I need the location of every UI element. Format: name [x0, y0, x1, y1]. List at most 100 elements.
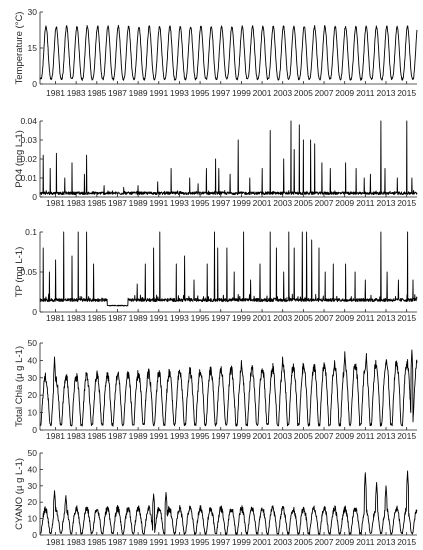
x-tick-label: 2007	[315, 88, 334, 98]
x-tick-label: 1985	[87, 313, 106, 323]
x-tick-label: 2009	[335, 198, 354, 208]
x-tick-label: 1997	[211, 537, 230, 547]
x-tick-label: 1981	[46, 431, 65, 441]
x-tick-label: 2005	[294, 198, 313, 208]
x-tick-label: 2013	[377, 313, 396, 323]
y-tick-label: 10	[28, 514, 38, 524]
y-tick-label: 30	[28, 7, 38, 17]
x-tick-label: 1983	[67, 313, 86, 323]
series-line	[39, 231, 418, 307]
x-tick-label: 2015	[397, 88, 416, 98]
x-tick-label: 1991	[149, 198, 168, 208]
x-tick-label: 2003	[273, 198, 292, 208]
y-tick-label: 30	[28, 373, 38, 383]
x-tick-label: 2009	[335, 313, 354, 323]
y-tick-label: 0.1	[25, 227, 37, 237]
x-tick-label: 1983	[67, 198, 86, 208]
x-tick-label: 1981	[46, 537, 65, 547]
y-tick-label: 40	[28, 464, 38, 474]
x-tick-label: 2009	[335, 537, 354, 547]
x-tick-label: 1991	[149, 88, 168, 98]
series-line	[39, 470, 418, 535]
x-tick-label: 1995	[191, 431, 210, 441]
y-tick-label: 20	[28, 497, 38, 507]
x-tick-label: 1995	[191, 198, 210, 208]
x-tick-label: 1983	[67, 537, 86, 547]
y-tick-label: 20	[28, 390, 38, 400]
x-tick-label: 2013	[377, 537, 396, 547]
x-tick-label: 1987	[108, 313, 127, 323]
x-tick-label: 1995	[191, 88, 210, 98]
x-tick-label: 1995	[191, 537, 210, 547]
x-tick-label: 2001	[253, 537, 272, 547]
y-tick-label: 0.05	[20, 267, 37, 277]
x-tick-label: 1997	[211, 313, 230, 323]
x-tick-label: 2009	[335, 88, 354, 98]
y-tick-label: 0.01	[20, 173, 37, 183]
x-tick-label: 2005	[294, 88, 313, 98]
x-tick-label: 2007	[315, 537, 334, 547]
x-tick-label: 1989	[129, 88, 148, 98]
x-tick-label: 1995	[191, 313, 210, 323]
x-tick-label: 2003	[273, 537, 292, 547]
x-tick-label: 2007	[315, 198, 334, 208]
x-tick-label: 1983	[67, 431, 86, 441]
x-tick-label: 2011	[356, 88, 375, 98]
x-tick-label: 2009	[335, 431, 354, 441]
x-tick-label: 1989	[129, 537, 148, 547]
x-tick-label: 2001	[253, 431, 272, 441]
y-tick-label: 50	[28, 338, 38, 348]
y-tick-label: 30	[28, 481, 38, 491]
y-tick-label: 50	[28, 448, 38, 458]
x-tick-label: 2001	[253, 88, 272, 98]
x-tick-label: 2005	[294, 537, 313, 547]
x-tick-label: 1983	[67, 88, 86, 98]
y-tick-label: 0.04	[20, 116, 37, 126]
y-axis-label: Total Chla (µ g L-1)	[14, 346, 25, 427]
x-tick-label: 2003	[273, 88, 292, 98]
x-tick-label: 1991	[149, 537, 168, 547]
x-tick-label: 1987	[108, 88, 127, 98]
y-tick-label: 0	[32, 425, 37, 435]
y-tick-label: 0	[32, 192, 37, 202]
x-tick-label: 2011	[356, 537, 375, 547]
x-tick-label: 2005	[294, 313, 313, 323]
x-tick-label: 1985	[87, 431, 106, 441]
x-tick-label: 1993	[170, 313, 189, 323]
y-tick-label: 0.03	[20, 135, 37, 145]
x-tick-label: 2011	[356, 431, 375, 441]
x-tick-label: 2003	[273, 431, 292, 441]
x-tick-label: 2011	[356, 198, 375, 208]
x-tick-label: 1985	[87, 198, 106, 208]
y-tick-label: 0.02	[20, 154, 37, 164]
x-tick-label: 2015	[397, 198, 416, 208]
x-tick-label: 1997	[211, 431, 230, 441]
x-tick-label: 1987	[108, 431, 127, 441]
y-tick-label: 0	[32, 79, 37, 89]
x-tick-label: 2015	[397, 431, 416, 441]
x-tick-label: 2005	[294, 431, 313, 441]
x-tick-label: 2015	[397, 537, 416, 547]
x-tick-label: 1999	[232, 198, 251, 208]
x-tick-label: 1997	[211, 88, 230, 98]
x-tick-label: 1993	[170, 88, 189, 98]
y-tick-label: 40	[28, 355, 38, 365]
x-tick-label: 2011	[356, 313, 375, 323]
x-tick-label: 1991	[149, 313, 168, 323]
x-tick-label: 1987	[108, 537, 127, 547]
y-tick-label: 0	[32, 307, 37, 317]
x-tick-label: 2003	[273, 313, 292, 323]
x-tick-label: 1993	[170, 198, 189, 208]
series-line	[39, 349, 418, 427]
x-tick-label: 1985	[87, 537, 106, 547]
x-tick-label: 2013	[377, 431, 396, 441]
y-axis-label: Temperature (°C)	[14, 12, 25, 85]
y-axis-label: CYANO (µ g L-1)	[14, 458, 25, 530]
x-tick-label: 1981	[46, 313, 65, 323]
x-tick-label: 1981	[46, 198, 65, 208]
x-tick-label: 1993	[170, 431, 189, 441]
